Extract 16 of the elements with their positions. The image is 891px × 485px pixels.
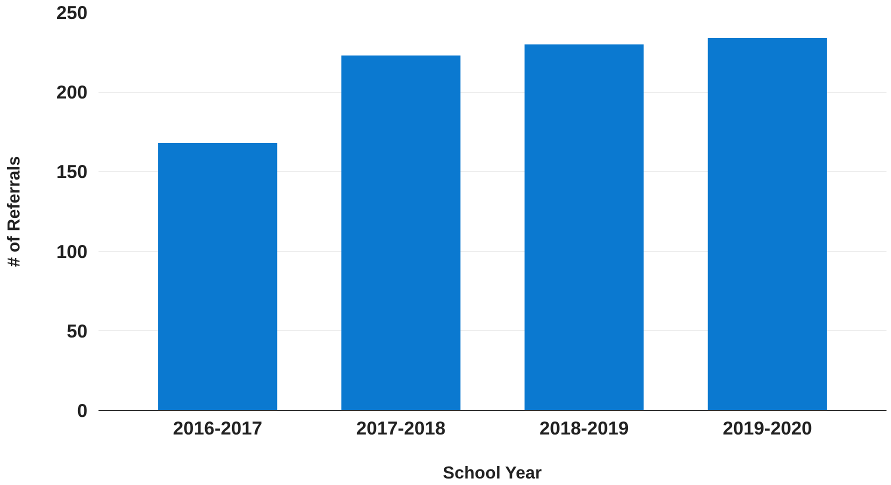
- y-tick-label: 150: [56, 161, 88, 182]
- bar: [708, 38, 827, 410]
- x-axis-title: School Year: [442, 462, 542, 482]
- y-tick-label: 0: [77, 400, 88, 421]
- x-tick-label: 2019-2020: [722, 418, 812, 438]
- bar: [158, 143, 278, 410]
- x-tick-label: 2018-2019: [540, 418, 629, 438]
- x-tick-label: 2016-2017: [173, 418, 262, 438]
- y-tick-label: 100: [56, 240, 88, 262]
- y-tick-label: 200: [56, 82, 88, 103]
- y-tick-label: 50: [66, 320, 88, 342]
- bar: [524, 44, 644, 410]
- x-tick-label: 2017-2018: [356, 418, 446, 438]
- y-tick-label: 250: [56, 2, 88, 23]
- bar: [341, 55, 460, 410]
- y-axis-title: # of Referrals: [3, 156, 24, 267]
